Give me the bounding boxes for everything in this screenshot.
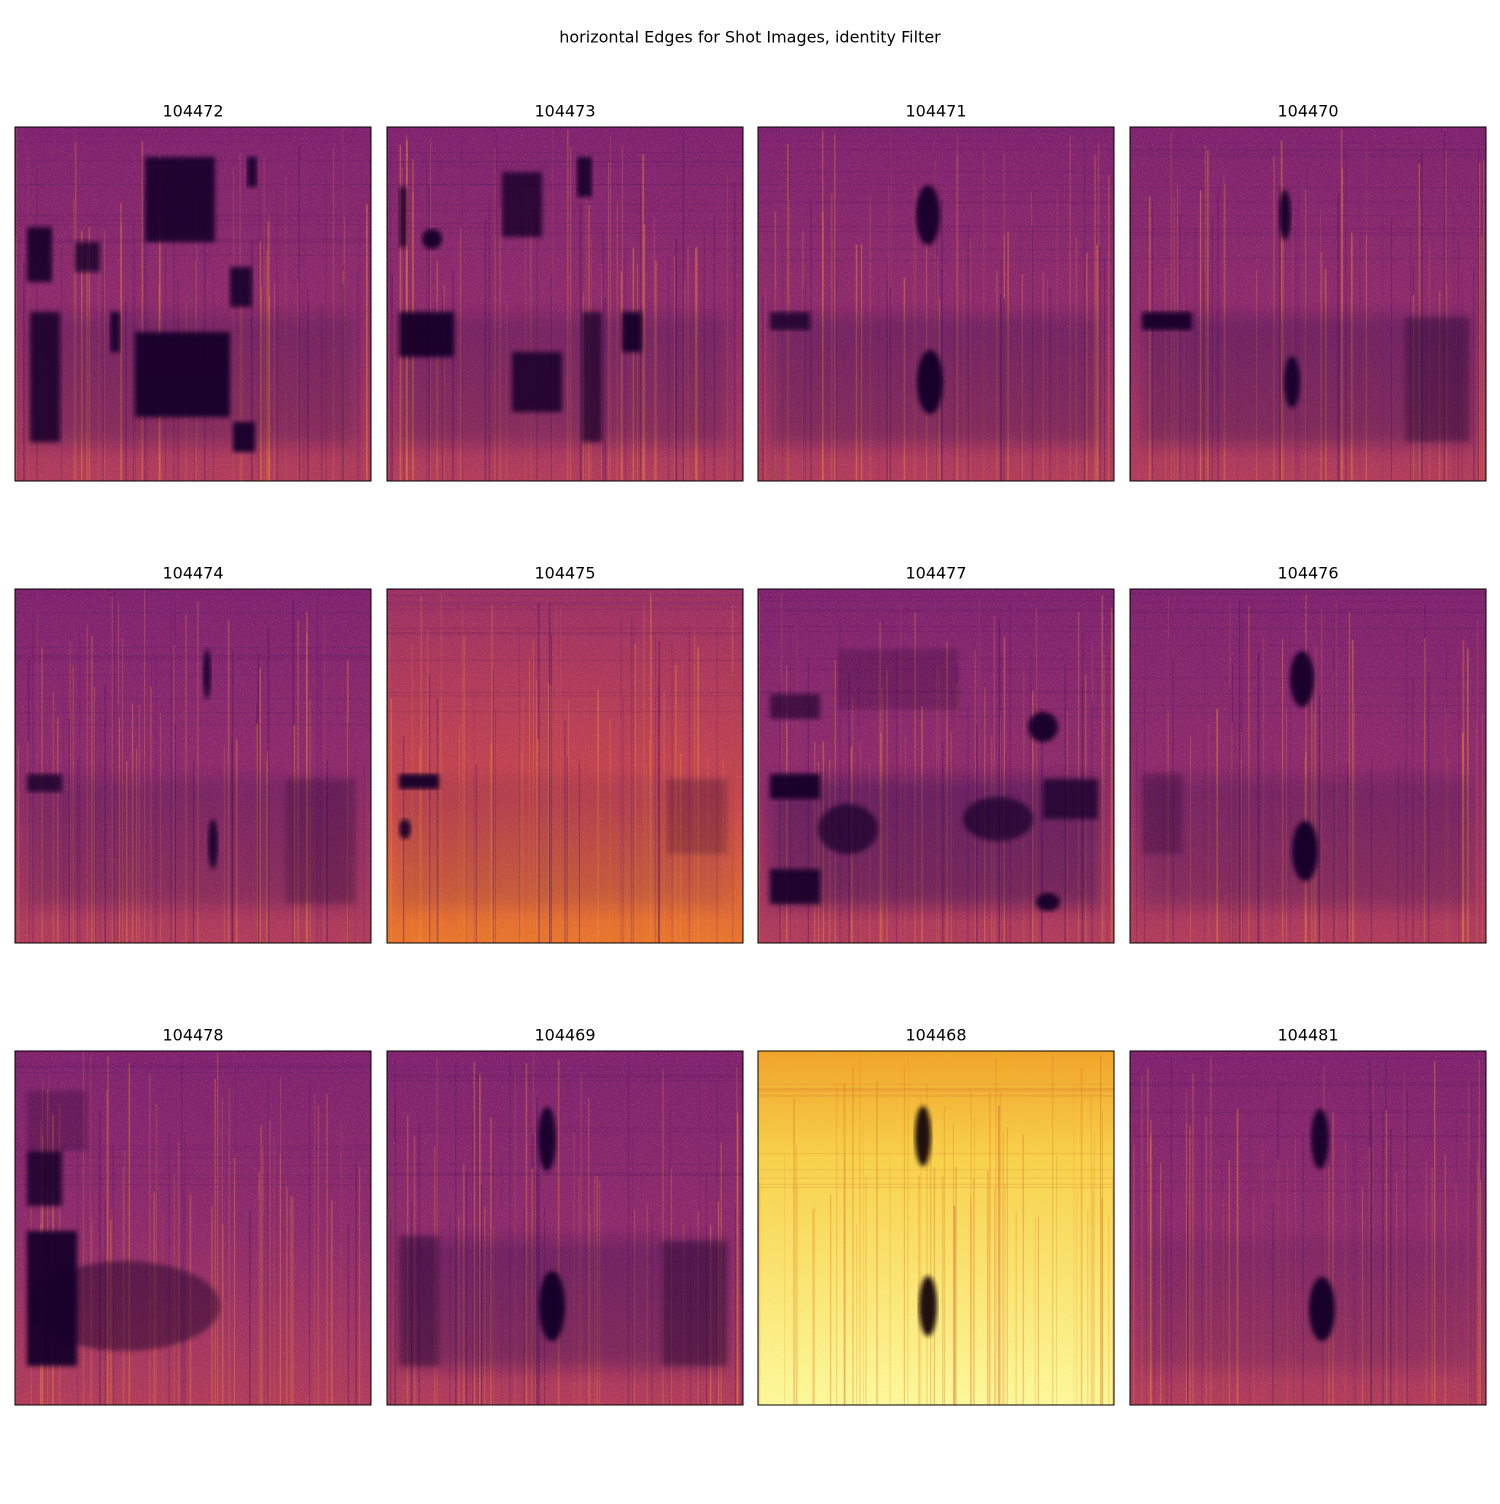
panel-image [1130,1051,1486,1405]
dark-region [27,1151,62,1206]
panel-image [1130,127,1486,481]
dark-blob [208,819,218,869]
dark-region [30,312,60,442]
panel-frame [386,588,744,944]
dark-region [399,1236,439,1366]
panel-image [15,127,371,481]
panel-image [387,589,743,943]
panel-title: 104477 [905,564,966,583]
dark-region [1142,774,1182,854]
dark-blob [1311,1109,1329,1169]
dark-band [1142,1239,1472,1369]
dark-region [1405,317,1470,442]
dark-blob [1028,712,1058,742]
dark-blob [1036,893,1060,911]
dark-region [512,352,562,412]
panel-frame [14,1050,372,1406]
panel-title: 104481 [1277,1026,1338,1045]
dark-blob [1284,356,1300,408]
panel-title: 104472 [162,102,223,121]
panel-image [15,1051,371,1405]
grain [758,1051,1114,1405]
dark-blob [1309,1277,1335,1341]
dark-blob [916,185,940,245]
dark-blob [1279,190,1291,240]
panel-image [387,127,743,481]
panel-frame [386,126,744,482]
panel-image [387,1051,743,1405]
dark-region [135,332,230,417]
dark-blob [422,229,442,249]
dark-region [770,774,820,799]
dark-region [1043,779,1098,819]
figure-title: horizontal Edges for Shot Images, identi… [559,28,941,47]
panel-frame [14,126,372,482]
dark-region [502,172,542,237]
panel-frame [1129,126,1487,482]
panel-frame [386,1050,744,1406]
panel-title: 104475 [534,564,595,583]
dark-region [247,157,257,187]
panel-frame [757,588,1115,944]
panel-title: 104471 [905,102,966,121]
panel-image [758,1051,1114,1405]
dark-region [582,312,602,442]
panel-title: 104478 [162,1026,223,1045]
dark-region [145,157,215,242]
panel-title: 104474 [162,564,223,583]
panel-title: 104476 [1277,564,1338,583]
panel-frame [1129,1050,1487,1406]
dark-blob [399,819,411,839]
dark-region [622,312,642,352]
dark-region [1142,312,1192,330]
dark-region [399,774,439,789]
panel-title: 104473 [534,102,595,121]
dark-blob [538,1107,556,1171]
dark-region [399,187,407,247]
dark-blob [963,797,1033,841]
dark-region [230,267,252,307]
panel-frame [757,126,1115,482]
dark-region [27,774,62,792]
panel-frame [1129,588,1487,944]
panel-image [758,589,1114,943]
dark-region [770,869,820,904]
panel-title: 104468 [905,1026,966,1045]
dark-region [770,312,810,330]
panel-title: 104469 [534,1026,595,1045]
dark-region [285,779,355,904]
dark-region [577,157,592,197]
dark-region [662,1241,727,1366]
dark-blob [1290,651,1314,707]
panel-image [1130,589,1486,943]
dark-blob [539,1271,565,1341]
panel-frame [14,588,372,944]
dark-region [27,1091,87,1151]
dark-region [667,779,727,854]
panel-frame [757,1050,1115,1406]
dark-blob [917,350,943,414]
dark-region [838,649,958,709]
dark-blob [1292,821,1318,881]
panel-image [15,589,371,943]
dark-blob [818,804,878,854]
dark-blob [919,1276,937,1336]
dark-blob [915,1106,931,1166]
dark-region [770,694,820,719]
dark-region [27,227,52,282]
dark-blob [203,649,211,699]
dark-region [399,312,454,357]
panel-title: 104470 [1277,102,1338,121]
dark-region [75,242,100,272]
dark-region [110,312,120,352]
dark-blob [30,1261,220,1351]
panel-image [758,127,1114,481]
dark-region [233,422,255,452]
